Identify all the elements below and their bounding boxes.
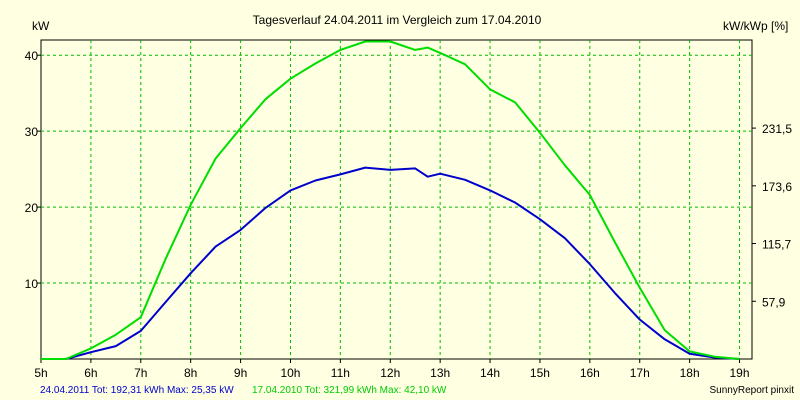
series-line-1 [41, 166, 740, 360]
y-tick-label-right: 57,9 [762, 295, 786, 309]
y-tick-label-left: 20 [25, 201, 39, 215]
x-tick-label: 15h [530, 366, 550, 380]
x-tick-label: 12h [380, 366, 400, 380]
x-tick-label: 5h [34, 366, 47, 380]
y-axis-left-label: kW [32, 19, 50, 33]
x-tick-label: 8h [184, 366, 197, 380]
grid [41, 40, 752, 359]
x-tick-label: 16h [580, 366, 600, 380]
y-tick-label-right: 115,7 [762, 238, 791, 252]
axis-ticks: 5h 6h 7h 8h 9h 10h 11h 12h 13h 14h 15h 16h 17h 18h 19h… [25, 49, 793, 380]
x-tick-label: 6h [84, 366, 97, 380]
series-line-2 [41, 40, 740, 360]
chart-title: Tagesverlauf 24.04.2011 im Vergleich zum… [253, 13, 542, 27]
credit-text: SunnyReport pinxit [710, 385, 795, 396]
x-tick-label: 13h [430, 366, 450, 380]
x-tick-label: 19h [730, 366, 750, 380]
x-tick-label: 9h [234, 366, 247, 380]
y-tick-label-left: 10 [25, 277, 39, 291]
y-tick-label-left: 30 [25, 125, 39, 139]
x-tick-label: 17h [630, 366, 650, 380]
x-tick-label: 7h [134, 366, 147, 380]
legend-series-2: 17.04.2010 Tot: 321,99 kWh Max: 42,10 kW [252, 385, 447, 396]
x-tick-label: 18h [680, 366, 700, 380]
y-tick-label-left: 40 [25, 49, 39, 63]
x-tick-label: 11h [331, 366, 350, 380]
legend-series-1: 24.04.2011 Tot: 192,31 kWh Max: 25,35 kW [40, 385, 234, 396]
y-tick-label-right: 231,5 [762, 122, 792, 136]
x-tick-label: 10h [280, 366, 300, 380]
series-lines [41, 40, 740, 360]
plot-area [40, 39, 753, 360]
x-tick-label: 14h [480, 366, 500, 380]
y-axis-right-label: kW/kWp [%] [723, 19, 788, 33]
y-tick-label-right: 173,6 [762, 180, 792, 194]
